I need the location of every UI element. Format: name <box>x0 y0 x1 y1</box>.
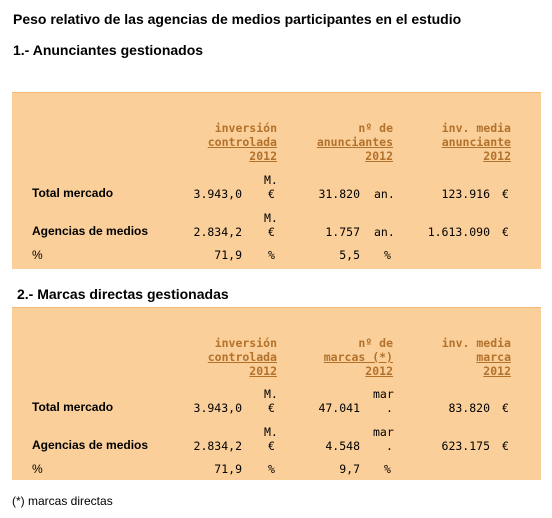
header-line: 2012 <box>483 149 511 163</box>
header-inversion: inversión controlada 2012 <box>187 121 277 163</box>
cell-value: 71,9 <box>214 462 242 476</box>
cell-unit: € <box>502 439 509 453</box>
cell-unit: % <box>384 248 391 262</box>
header-line: inv. media <box>441 336 511 350</box>
header-line: marcas (*) <box>323 350 393 364</box>
header-line: 2012 <box>483 364 511 378</box>
cell-unit: % <box>268 462 275 476</box>
cell-value: 1.613.090 <box>427 225 490 239</box>
cell-unit: M. <box>264 173 278 187</box>
header-line: 2012 <box>365 364 393 378</box>
header-line: nº de <box>358 121 393 135</box>
section-1-title: 1.- Anunciantes gestionados <box>13 42 204 58</box>
row-label: Agencias de medios <box>32 438 149 452</box>
cell-value: 2.834,2 <box>193 439 242 453</box>
cell-value: 47.041 <box>318 401 360 415</box>
cell-unit: an. <box>374 187 395 201</box>
cell-value: 4.548 <box>325 439 360 453</box>
cell-value: 2.834,2 <box>193 225 242 239</box>
cell-value: 5,5 <box>339 248 360 262</box>
marcas-table: inversión controlada 2012 nº de marcas (… <box>12 307 541 480</box>
cell-unit: . <box>386 439 393 453</box>
cell-unit: € <box>268 401 275 415</box>
row-label: % <box>32 248 43 262</box>
anunciantes-table: inversión controlada 2012 nº de anuncian… <box>12 92 541 269</box>
row-label: % <box>32 462 43 476</box>
cell-unit: € <box>502 401 509 415</box>
section-2-title: 2.- Marcas directas gestionadas <box>17 286 229 302</box>
cell-value: 123.916 <box>441 187 490 201</box>
header-inv-media: inv. media marca 2012 <box>417 336 511 378</box>
header-line: inversión <box>214 336 277 350</box>
row-label: Agencias de medios <box>32 224 149 238</box>
page-title: Peso relativo de las agencias de medios … <box>13 11 462 27</box>
cell-value: 83.820 <box>448 401 490 415</box>
cell-value: 9,7 <box>339 462 360 476</box>
cell-value: 31.820 <box>318 187 360 201</box>
cell-unit: € <box>502 225 509 239</box>
cell-value: 1.757 <box>325 225 360 239</box>
cell-unit: . <box>386 401 393 415</box>
cell-unit: M. <box>264 425 278 439</box>
header-line: marca <box>476 350 511 364</box>
row-label: Total mercado <box>32 400 114 414</box>
row-label: Total mercado <box>32 186 114 200</box>
header-line: 2012 <box>365 149 393 163</box>
header-line: nº de <box>358 336 393 350</box>
cell-unit: mar <box>373 425 394 439</box>
header-line: 2012 <box>249 149 277 163</box>
header-line: anunciante <box>441 135 511 149</box>
cell-unit: € <box>268 187 275 201</box>
header-num-anunciantes: nº de anunciantes 2012 <box>302 121 393 163</box>
cell-unit: M. <box>264 211 278 225</box>
header-line: 2012 <box>249 364 277 378</box>
cell-unit: € <box>268 439 275 453</box>
cell-unit: € <box>502 187 509 201</box>
cell-unit: % <box>384 462 391 476</box>
cell-unit: % <box>268 248 275 262</box>
cell-unit: € <box>268 225 275 239</box>
header-line: controlada <box>207 135 277 149</box>
header-line: controlada <box>207 350 277 364</box>
header-line: inversión <box>214 121 277 135</box>
header-num-marcas: nº de marcas (*) 2012 <box>302 336 393 378</box>
cell-value: 71,9 <box>214 248 242 262</box>
header-inversion: inversión controlada 2012 <box>187 336 277 378</box>
cell-value: 3.943,0 <box>193 187 242 201</box>
cell-unit: M. <box>264 387 278 401</box>
footnote: (*) marcas directas <box>12 494 113 508</box>
header-line: anunciantes <box>316 135 393 149</box>
cell-unit: an. <box>374 225 395 239</box>
cell-unit: mar <box>373 387 394 401</box>
cell-value: 3.943,0 <box>193 401 242 415</box>
header-line: inv. media <box>441 121 511 135</box>
header-inv-media: inv. media anunciante 2012 <box>417 121 511 163</box>
cell-value: 623.175 <box>441 439 490 453</box>
